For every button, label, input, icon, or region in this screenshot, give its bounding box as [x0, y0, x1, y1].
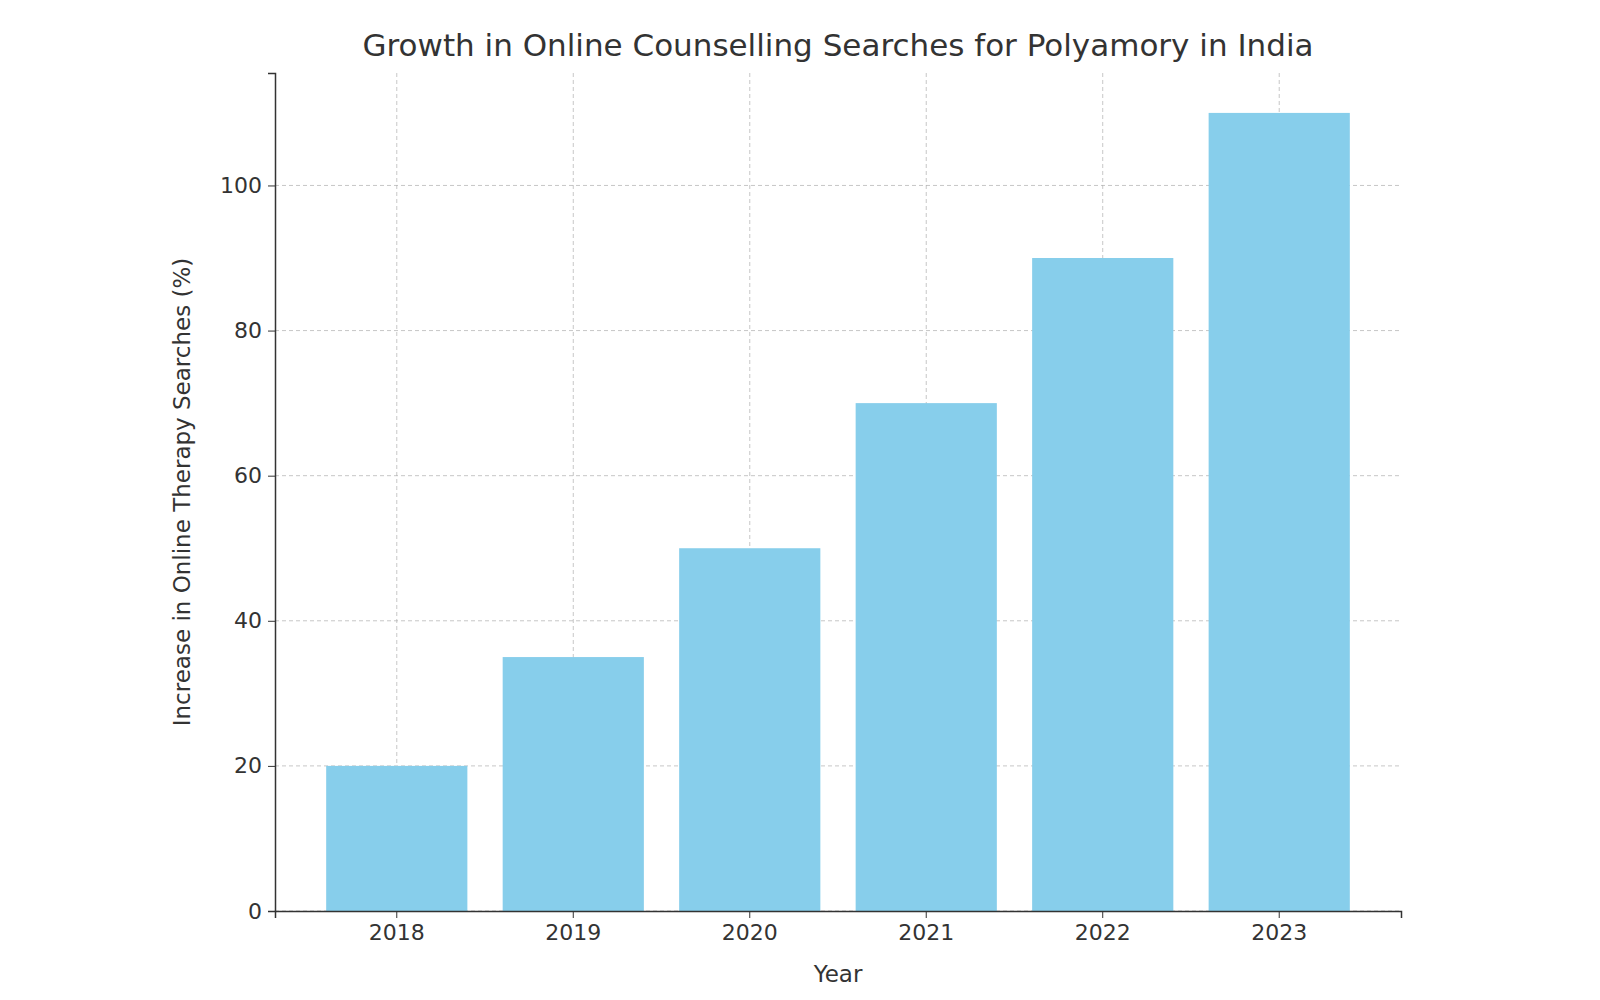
y-tick-mark — [268, 621, 275, 622]
title: Growth in Online Counselling Searches fo… — [362, 27, 1313, 63]
x-tick-label: 2019 — [545, 920, 601, 945]
bar — [679, 548, 820, 911]
bar — [1032, 258, 1173, 911]
y-tick-mark — [268, 185, 275, 186]
x-tick-mark — [1279, 911, 1280, 918]
x-tick-mark — [926, 911, 927, 918]
plot-area: 0 20 40 60 80 100 2018 2019 2020 2021 2022 2023 — [220, 73, 1402, 945]
x-tick-label: 2023 — [1251, 920, 1307, 945]
y-tick: 60 — [234, 463, 275, 488]
x-tick-mark — [1102, 911, 1103, 918]
y-tick: 20 — [234, 753, 275, 778]
bar — [326, 766, 467, 911]
y-tick-label: 40 — [234, 608, 262, 633]
bar — [856, 403, 997, 911]
x-tick: 2022 — [1075, 911, 1131, 945]
x-tick-label: 2018 — [369, 920, 425, 945]
bar — [503, 657, 644, 911]
y-tick: 80 — [234, 318, 275, 343]
y-tick: 0 — [248, 899, 275, 924]
x-tick: 2023 — [1251, 911, 1307, 945]
grid — [275, 73, 1401, 911]
y-tick-label: 20 — [234, 753, 262, 778]
y-tick-mark — [268, 766, 275, 767]
x-tick: 2019 — [545, 911, 601, 945]
x-tick-mark — [396, 911, 397, 918]
x-tick-label: 2022 — [1075, 920, 1131, 945]
x-axis-title: Year — [813, 961, 863, 987]
y-tick-label: 0 — [248, 899, 262, 924]
y-tick-label: 80 — [234, 318, 262, 343]
y-axis: 0 20 40 60 80 100 — [220, 74, 276, 924]
x-tick-label: 2020 — [722, 920, 778, 945]
x-tick-mark — [749, 911, 750, 918]
y-tick: 40 — [234, 608, 275, 633]
bar — [1209, 113, 1350, 911]
x-axis: 2018 2019 2020 2021 2022 2023 — [276, 911, 1402, 945]
x-tick-label: 2021 — [898, 920, 954, 945]
y-tick: 100 — [220, 173, 275, 198]
y-tick-mark — [268, 331, 275, 332]
chart: 0 20 40 60 80 100 2018 2019 2020 2021 2022 2023 Grow… — [0, 0, 1600, 1000]
y-axis-title: Increase in Online Therapy Searches (%) — [169, 258, 195, 727]
y-tick-mark — [268, 911, 275, 912]
x-tick: 2018 — [369, 911, 425, 945]
x-tick: 2021 — [898, 911, 954, 945]
y-tick-label: 100 — [220, 173, 262, 198]
y-tick-mark — [268, 476, 275, 477]
x-tick-mark — [573, 911, 574, 918]
y-axis-line — [268, 74, 276, 912]
x-axis-line — [276, 912, 1402, 919]
bars — [326, 113, 1350, 911]
x-tick: 2020 — [722, 911, 778, 945]
y-tick-label: 60 — [234, 463, 262, 488]
